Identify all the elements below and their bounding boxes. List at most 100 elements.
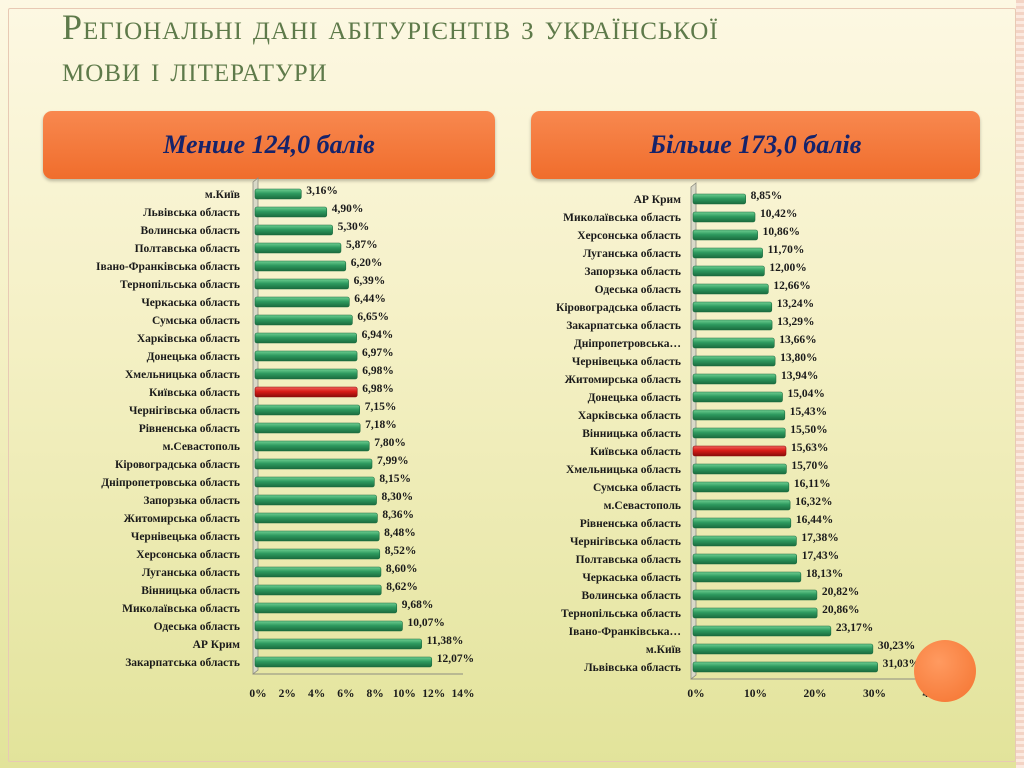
right-bar	[692, 337, 775, 349]
left-value-label: 8,30%	[382, 491, 414, 503]
left-category-label: м.Севастополь	[163, 441, 240, 453]
right-bar	[692, 571, 802, 583]
left-value-label: 8,52%	[385, 545, 417, 557]
left-value-label: 3,16%	[306, 185, 338, 197]
right-value-label: 10,86%	[763, 226, 800, 238]
right-category-label: Херсонська область	[577, 230, 681, 242]
right-x-tick-label: 30%	[863, 688, 886, 700]
right-value-label: 18,13%	[806, 568, 843, 580]
left-category-label: Рівненська область	[139, 423, 240, 435]
right-bar	[692, 373, 777, 385]
left-bar	[254, 638, 422, 650]
left-category-label: Волинська область	[141, 225, 241, 237]
right-category-label: Кіровоградська область	[556, 302, 681, 314]
right-category-label: Рівненська область	[580, 518, 681, 530]
left-value-label: 6,20%	[351, 257, 383, 269]
left-category-label: Миколаївська область	[122, 603, 240, 615]
left-category-label: м.Київ	[205, 189, 240, 201]
left-x-tick-label: 0%	[249, 688, 266, 700]
left-value-label: 8,60%	[386, 563, 418, 575]
right-bar	[692, 283, 769, 295]
right-category-label: Запорзька область	[584, 266, 681, 278]
left-category-label: Кіровоградська область	[115, 459, 240, 471]
right-value-label: 13,66%	[779, 334, 816, 346]
right-bar	[692, 301, 773, 313]
right-value-label: 16,32%	[795, 496, 832, 508]
right-bar	[692, 247, 763, 259]
left-chart-header: Менше 124,0 балів	[43, 111, 495, 179]
right-value-label: 8,85%	[751, 190, 783, 202]
left-bar	[254, 188, 302, 200]
right-category-label: АР Крим	[634, 194, 682, 206]
left-value-label: 8,15%	[379, 473, 411, 485]
left-bar	[254, 458, 373, 470]
left-x-tick-label: 10%	[393, 688, 416, 700]
right-bar	[692, 229, 758, 241]
left-category-label: Луганська область	[142, 567, 240, 579]
left-category-label: Донецька область	[147, 351, 240, 363]
left-x-tick-label: 2%	[279, 688, 296, 700]
right-category-label: Вінницька область	[582, 428, 681, 440]
left-category-label: Закарпатська область	[125, 657, 240, 669]
left-bar	[254, 476, 375, 488]
left-category-label: Житомирська область	[124, 513, 240, 525]
right-value-label: 20,86%	[822, 604, 859, 616]
left-x-tick-label: 8%	[367, 688, 384, 700]
right-value-label: 17,38%	[801, 532, 838, 544]
left-category-label: Полтавська область	[135, 243, 240, 255]
left-bar	[254, 494, 377, 506]
left-value-label: 7,80%	[374, 437, 406, 449]
left-category-label: Чернівецька область	[131, 531, 240, 543]
right-bar	[692, 319, 773, 331]
left-bar	[254, 350, 358, 362]
right-category-label: Черкаська область	[582, 572, 681, 584]
left-value-label: 5,30%	[338, 221, 370, 233]
right-value-label: 30,23%	[878, 640, 915, 652]
right-category-label: Одеська область	[595, 284, 681, 296]
left-value-label: 6,94%	[362, 329, 394, 341]
left-category-label: Сумська область	[152, 315, 240, 327]
left-value-label: 9,68%	[402, 599, 434, 611]
right-value-label: 12,00%	[769, 262, 806, 274]
left-value-label: 11,38%	[427, 635, 464, 647]
right-bar	[692, 427, 786, 439]
right-x-tick-label: 10%	[744, 688, 767, 700]
right-category-label: Чернігівська область	[570, 536, 681, 548]
left-bar	[254, 602, 398, 614]
left-bar	[254, 566, 382, 578]
left-bar	[254, 422, 361, 434]
left-category-label: Хмельницька область	[125, 369, 240, 381]
right-chart: АР Крим 8,85% Миколаївська область 10,42% Хе…	[556, 182, 946, 700]
left-bar	[254, 296, 350, 308]
right-bar	[692, 355, 776, 367]
left-x-tick-label: 12%	[422, 688, 445, 700]
right-category-label: Київська область	[590, 446, 681, 458]
right-bar	[692, 517, 792, 529]
right-value-label: 10,42%	[760, 208, 797, 220]
right-bar	[692, 445, 787, 457]
left-x-tick-label: 4%	[308, 688, 325, 700]
left-category-label: Львівська область	[143, 207, 240, 219]
decorative-circle	[914, 640, 976, 702]
left-bar	[254, 242, 342, 254]
right-category-label: Полтавська область	[576, 554, 681, 566]
right-x-tick-label: 0%	[687, 688, 704, 700]
right-category-label: Чернівецька область	[572, 356, 681, 368]
right-value-label: 15,04%	[787, 388, 824, 400]
left-bar	[254, 656, 433, 668]
right-category-label: Миколаївська область	[563, 212, 681, 224]
right-value-label: 15,43%	[790, 406, 827, 418]
right-value-label: 31,03%	[883, 658, 920, 670]
right-bar	[692, 265, 765, 277]
right-value-label: 13,80%	[780, 352, 817, 364]
left-value-label: 5,87%	[346, 239, 378, 251]
left-value-label: 6,98%	[362, 383, 394, 395]
left-category-label: АР Крим	[193, 639, 241, 651]
left-chart: м.Київ 3,16% Львівська область 4,90% Волинсь…	[96, 177, 475, 700]
left-category-label: Київська область	[149, 387, 240, 399]
left-category-label: Черкаська область	[141, 297, 240, 309]
right-bar	[692, 553, 798, 565]
right-bar	[692, 211, 756, 223]
right-value-label: 15,63%	[791, 442, 828, 454]
right-value-label: 13,24%	[777, 298, 814, 310]
